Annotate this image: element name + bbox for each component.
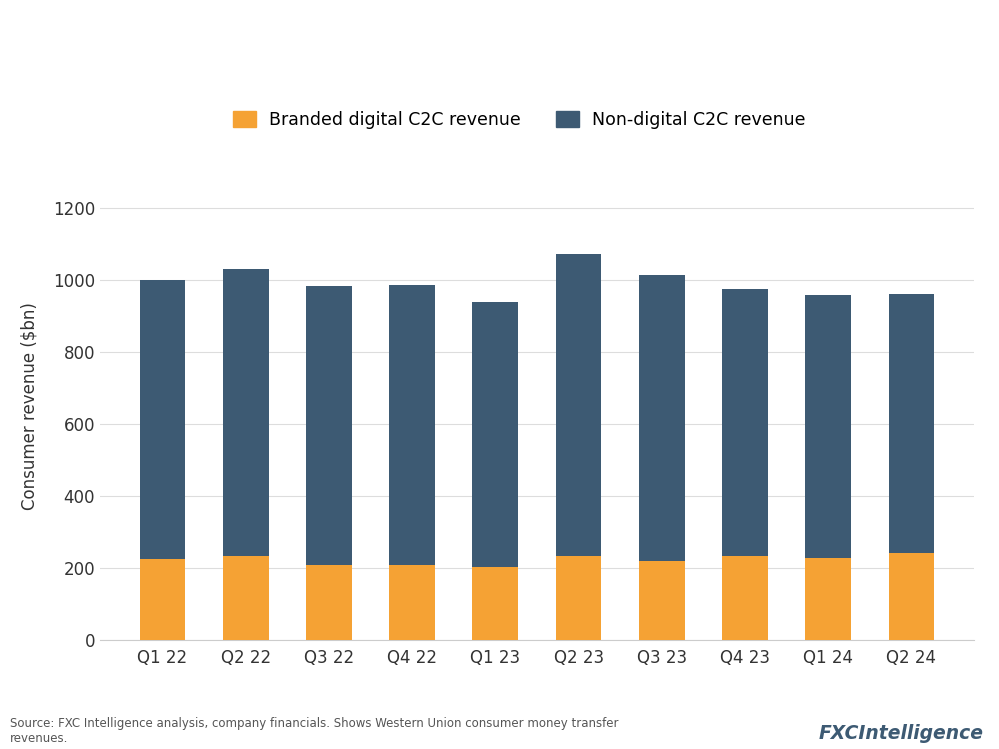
- Bar: [473, 302, 518, 566]
- Bar: [473, 566, 518, 640]
- Text: Western Union branded digital revenue continues growth in Q2: Western Union branded digital revenue co…: [15, 27, 912, 51]
- Bar: [306, 285, 352, 565]
- Bar: [223, 556, 269, 640]
- Bar: [390, 565, 435, 640]
- Legend: Branded digital C2C revenue, Non-digital C2C revenue: Branded digital C2C revenue, Non-digital…: [233, 111, 806, 129]
- Bar: [555, 255, 601, 556]
- Bar: [390, 285, 435, 565]
- Bar: [140, 280, 186, 560]
- Bar: [888, 554, 934, 640]
- Bar: [805, 294, 851, 557]
- Bar: [805, 557, 851, 640]
- Bar: [639, 561, 684, 640]
- Bar: [140, 560, 186, 640]
- Text: FXCIntelligence: FXCIntelligence: [819, 724, 984, 743]
- Bar: [223, 270, 269, 556]
- Bar: [722, 289, 768, 556]
- Bar: [639, 275, 684, 561]
- Bar: [888, 294, 934, 554]
- Bar: [306, 565, 352, 640]
- Text: Source: FXC Intelligence analysis, company financials. Shows Western Union consu: Source: FXC Intelligence analysis, compa…: [10, 718, 618, 745]
- Bar: [722, 556, 768, 640]
- Text: WU quarterly C2C revenue, split by digital and non-digital, 2022-2024: WU quarterly C2C revenue, split by digit…: [15, 82, 647, 100]
- Bar: [555, 556, 601, 640]
- Y-axis label: Consumer revenue ($bn): Consumer revenue ($bn): [21, 303, 39, 510]
